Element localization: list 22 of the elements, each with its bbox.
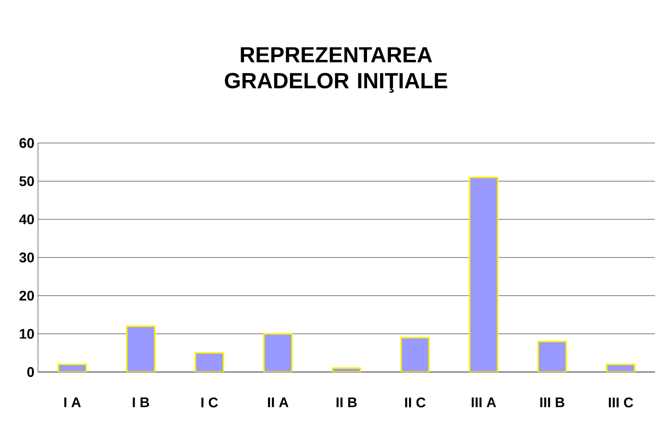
bar xyxy=(537,340,567,372)
y-tick-label: 40 xyxy=(19,214,34,224)
bar xyxy=(126,325,156,372)
y-tick-label: 10 xyxy=(20,328,34,339)
x-tick-label: I A xyxy=(64,398,81,408)
y-tick-label: 0 xyxy=(27,367,34,377)
x-tick-label: III A xyxy=(472,398,496,408)
y-tick-label: 50 xyxy=(19,176,34,186)
bar xyxy=(468,176,498,372)
y-tick-label: 30 xyxy=(19,252,34,262)
bar xyxy=(400,336,430,372)
y-tick-label: 20 xyxy=(19,290,34,301)
x-tick-label: II B xyxy=(336,398,357,408)
x-tick-label: I B xyxy=(132,398,150,408)
x-tick-label: II A xyxy=(268,398,288,408)
x-tick-label: III B xyxy=(540,398,564,408)
x-tick-label: I C xyxy=(201,398,218,408)
x-tick-label: II C xyxy=(405,398,426,408)
y-tick-label: 60 xyxy=(19,138,34,148)
bar xyxy=(263,333,293,372)
x-tick-label: III C xyxy=(608,398,634,408)
chart-title: REPREZENTAREA GRADELOR INIŢIALE xyxy=(224,47,448,93)
